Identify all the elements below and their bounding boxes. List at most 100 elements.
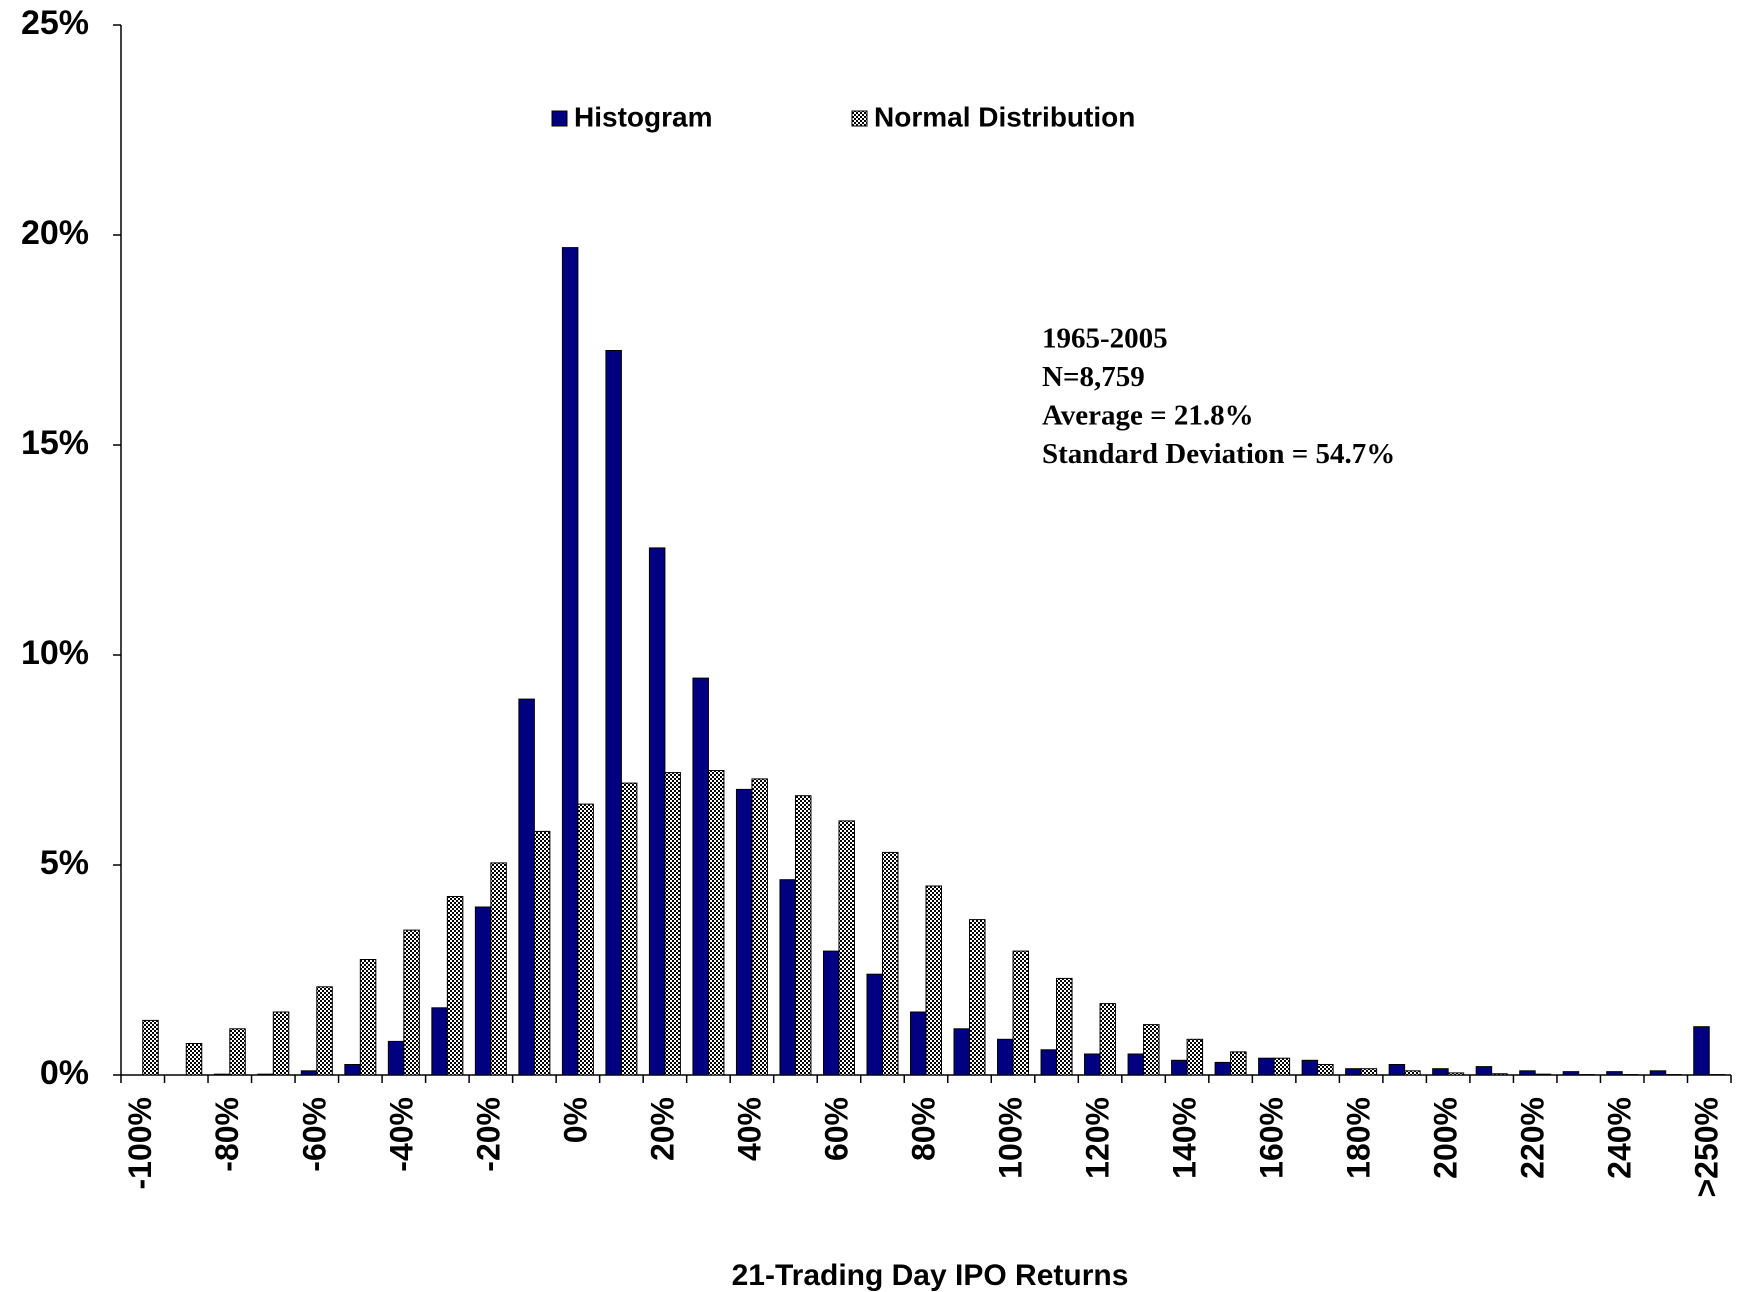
bar <box>1186 1038 1204 1076</box>
bar <box>648 547 666 1076</box>
bar <box>1404 1070 1421 1076</box>
bar <box>1143 1024 1160 1076</box>
bar <box>1534 1073 1552 1076</box>
x-tick-label: 160% <box>1254 1097 1290 1179</box>
bar <box>431 1007 448 1076</box>
bar <box>1056 977 1073 1076</box>
bar <box>1171 1059 1188 1076</box>
bar <box>1301 1059 1319 1076</box>
bar <box>620 782 638 1076</box>
bar <box>533 830 551 1076</box>
x-tick-label: 40% <box>731 1097 767 1161</box>
bar <box>751 778 768 1076</box>
bar <box>925 885 942 1076</box>
bar <box>1345 1068 1362 1076</box>
x-tick-label: -40% <box>383 1097 419 1172</box>
x-tick-label: 200% <box>1428 1097 1464 1179</box>
legend-item: Histogram <box>551 101 712 132</box>
bar <box>692 677 709 1076</box>
bar <box>213 1073 231 1076</box>
bar <box>185 1043 203 1076</box>
bar <box>910 1011 927 1076</box>
bar <box>838 820 855 1076</box>
bar <box>1084 1053 1101 1076</box>
series <box>213 247 1710 1076</box>
bar <box>881 851 899 1076</box>
bar <box>997 1038 1014 1076</box>
bar <box>1606 1071 1623 1076</box>
x-tick-label: >250% <box>1689 1097 1725 1198</box>
bar <box>1562 1071 1580 1076</box>
x-tick-label: -80% <box>209 1097 245 1172</box>
x-tick-label: 240% <box>1602 1097 1638 1179</box>
bar <box>822 950 840 1076</box>
y-tick-label: 20% <box>21 214 89 252</box>
bar <box>272 1011 290 1076</box>
x-tick-label: -20% <box>470 1097 506 1172</box>
bar <box>1519 1070 1536 1076</box>
x-tick-label: 100% <box>992 1097 1028 1179</box>
bar <box>707 770 725 1076</box>
bar <box>605 350 622 1076</box>
legend-swatch <box>851 110 868 127</box>
bar <box>518 698 535 1076</box>
bar <box>1649 1070 1667 1076</box>
x-tick-label: 220% <box>1515 1097 1551 1179</box>
bar <box>1693 1026 1710 1076</box>
bar <box>1475 1066 1493 1076</box>
bar <box>1432 1068 1449 1076</box>
x-tick-label: 0% <box>557 1097 593 1143</box>
annotation: 1965-2005 <box>1042 323 1168 355</box>
legend-item: Normal Distribution <box>851 101 1135 132</box>
bar <box>359 959 377 1076</box>
bar <box>577 803 594 1076</box>
bar <box>490 862 507 1076</box>
x-tick-label: 180% <box>1341 1097 1377 1179</box>
x-tick-label: -100% <box>122 1097 158 1190</box>
y-tick-label: 5% <box>40 844 89 882</box>
bar <box>953 1028 971 1076</box>
bar <box>1388 1064 1406 1076</box>
bar <box>316 986 333 1076</box>
bar <box>1214 1061 1232 1076</box>
bar <box>1099 1003 1117 1076</box>
bar <box>1447 1072 1465 1076</box>
bar <box>1230 1051 1247 1076</box>
legend-label: Normal Distribution <box>874 101 1135 132</box>
bar <box>300 1070 318 1076</box>
annotation: Standard Deviation = 54.7% <box>1042 438 1395 470</box>
x-tick-label: 140% <box>1167 1097 1203 1179</box>
bar <box>1040 1049 1058 1076</box>
series <box>142 770 1726 1076</box>
bar <box>229 1028 246 1076</box>
bar <box>344 1064 361 1076</box>
bar <box>794 795 812 1076</box>
bar <box>1360 1068 1378 1076</box>
annotation: Average = 21.8% <box>1042 400 1254 432</box>
y-tick-label: 25% <box>21 4 89 42</box>
bar <box>779 879 796 1076</box>
bar <box>866 973 883 1076</box>
x-tick-label: 80% <box>905 1097 941 1161</box>
bar <box>735 788 753 1076</box>
bar <box>474 906 492 1076</box>
y-tick-label: 15% <box>21 424 89 462</box>
bar <box>257 1073 274 1076</box>
x-tick-label: 60% <box>818 1097 854 1161</box>
bar <box>1491 1073 1508 1076</box>
y-tick-label: 0% <box>40 1054 89 1092</box>
bar <box>561 247 579 1076</box>
x-tick-label: 20% <box>644 1097 680 1161</box>
bar <box>1012 950 1030 1076</box>
legend-label: Histogram <box>574 101 712 132</box>
legend-swatch <box>551 110 568 127</box>
x-tick-label: 120% <box>1080 1097 1116 1179</box>
bar <box>969 919 986 1076</box>
bar <box>1273 1057 1291 1076</box>
annotation: N=8,759 <box>1042 361 1145 393</box>
bar <box>664 772 681 1076</box>
x-tick-label: -60% <box>296 1097 332 1172</box>
bar <box>403 929 420 1076</box>
y-tick-label: 10% <box>21 634 89 672</box>
